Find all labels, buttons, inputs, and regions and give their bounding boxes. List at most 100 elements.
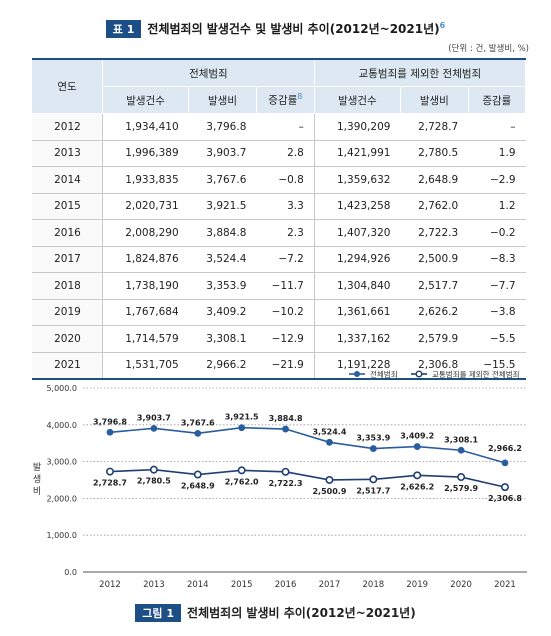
data-point xyxy=(193,470,202,479)
table-title: 전체범죄의 발생건수 및 발생비 추이(2012년~2021년) xyxy=(147,22,440,36)
table-cell: −5.5 xyxy=(468,325,526,353)
table-cell: 2,306.8 xyxy=(400,352,469,380)
row-year: 2017 xyxy=(32,246,103,273)
data-label: 3,409.2 xyxy=(400,432,434,441)
table-row: 2015 2,020,731 3,921.5 3.3 1,423,258 2,762.0 1… xyxy=(32,193,526,220)
table-cell: 2,500.9 xyxy=(400,246,469,273)
x-tick-label: 2015 xyxy=(231,580,253,590)
table-cell: 1,294,926 xyxy=(313,246,401,273)
data-point xyxy=(238,424,246,432)
data-point xyxy=(413,443,421,450)
table-cell: 2.8 xyxy=(256,140,315,167)
col-count-2: 발생건수 xyxy=(314,86,401,114)
x-tick-label: 2013 xyxy=(143,580,165,590)
y-tick-label: 4,000.0 xyxy=(46,421,77,430)
table-cell: 3,903.7 xyxy=(188,140,257,167)
unit-note: (단위 : 건, 발생비, %) xyxy=(448,44,529,54)
table-cell: – xyxy=(256,113,315,141)
data-point xyxy=(369,445,377,452)
table-cell: −7.2 xyxy=(256,246,315,273)
table-cell: −0.8 xyxy=(256,166,315,194)
data-label: 2,626.2 xyxy=(400,482,434,491)
row-year: 2012 xyxy=(32,113,103,141)
legend-marker xyxy=(354,371,360,377)
x-tick-label: 2019 xyxy=(406,580,428,590)
data-point xyxy=(500,483,509,492)
table-cell: 3,796.8 xyxy=(188,113,257,141)
y-axis-label-char: 비 xyxy=(33,486,41,497)
table-row: 2012 1,934,410 3,796.8–1,390,209 2,728.7– xyxy=(32,113,526,141)
y-tick-label: 0.0 xyxy=(64,568,77,577)
table-cell: 1,421,991 xyxy=(313,140,401,167)
table-row: 2021 1,531,705 2,966.2 −21.9 1,191,228 2,306.… xyxy=(32,352,526,380)
table-cell: −12.9 xyxy=(256,325,315,353)
table-cell: −3.8 xyxy=(468,299,526,326)
x-tick-label: 2012 xyxy=(99,580,121,590)
table-cell: 2,780.5 xyxy=(400,140,469,167)
data-label: 2,728.7 xyxy=(93,479,127,488)
table-cell: 1,191,228 xyxy=(313,352,401,380)
data-label: 3,796.8 xyxy=(93,417,127,426)
table-cell: 1.2 xyxy=(468,193,526,220)
col-year: 연도 xyxy=(32,58,103,114)
crime-table: 연도 전체범죄 교통범죄를 제외한 전체범죄 발생건수 발생비 증감률8 발생건… xyxy=(32,58,527,380)
table-cell: 1,390,209 xyxy=(313,113,401,141)
col-change-1: 증감률8 xyxy=(256,86,315,114)
data-point xyxy=(149,465,158,474)
table-cell: 1,934,410 xyxy=(101,113,189,141)
y-axis-label-char: 생 xyxy=(33,474,41,485)
table-cell: 2,579.9 xyxy=(400,325,469,353)
table-row: 2020 1,714,579 3,308.1 −12.9 1,337,162 2,579.… xyxy=(32,325,526,353)
rate-line-chart: 0.0 1,000.0 2,000.0 3,000.0 4,000.0 5,000.0 발생… xyxy=(33,369,527,590)
data-label: 3,524.4 xyxy=(312,427,346,436)
table-caption: 표 1 전체범죄의 발생건수 및 발생비 추이(2012년~2021년)6 xyxy=(0,20,551,38)
row-year: 2016 xyxy=(32,219,103,247)
data-point xyxy=(457,446,465,454)
figure-title: 전체범죄의 발생비 추이(2012년~2021년) xyxy=(187,606,416,620)
table-tag: 표 1 xyxy=(105,20,142,38)
y-tick-label: 5,000.0 xyxy=(46,384,77,393)
row-year: 2020 xyxy=(32,325,103,353)
y-axis-label-char: 발 xyxy=(33,462,41,473)
data-point xyxy=(106,467,115,476)
table-cell: −11.7 xyxy=(256,272,315,300)
x-tick-label: 2018 xyxy=(363,580,385,590)
table-row: 2014 1,933,835 3,767.6 −0.8 1,359,632 2,648.9… xyxy=(32,166,526,194)
data-point xyxy=(369,475,378,484)
table-row: 2017 1,824,876 3,524.4 −7.2 1,294,926 2,500.9… xyxy=(32,246,526,273)
table-cell: 3,524.4 xyxy=(188,246,257,273)
col-count-1: 발생건수 xyxy=(102,86,190,114)
series-line xyxy=(109,426,506,464)
row-year: 2021 xyxy=(32,352,103,380)
table-cell: −7.7 xyxy=(468,272,526,300)
figure-caption: 그림 1 전체범죄의 발생비 추이(2012년~2021년) xyxy=(0,604,551,622)
table-cell: 1,996,389 xyxy=(101,140,189,167)
data-point xyxy=(150,424,158,432)
table-cell: −21.9 xyxy=(256,352,315,380)
y-tick-label: 3,000.0 xyxy=(46,458,77,467)
data-label: 2,517.7 xyxy=(356,486,390,495)
table-cell: 3,767.6 xyxy=(188,166,257,194)
table-cell: 2,722.3 xyxy=(400,219,469,247)
group-excl-traffic: 교통범죄를 제외한 전체범죄 xyxy=(314,58,527,87)
data-label: 2,579.9 xyxy=(444,484,478,493)
data-point xyxy=(501,459,509,467)
data-label: 3,353.9 xyxy=(356,434,390,443)
data-point xyxy=(237,466,246,475)
data-label: 2,306.8 xyxy=(488,494,522,503)
table-cell: 1,304,840 xyxy=(313,272,401,300)
data-label: 3,921.5 xyxy=(225,413,259,422)
table-cell: 1,407,320 xyxy=(313,219,401,247)
col-rate-1: 발생비 xyxy=(188,86,257,114)
table-cell: 1,361,661 xyxy=(313,299,401,326)
row-year: 2019 xyxy=(32,299,103,326)
table-cell: −8.3 xyxy=(468,246,526,273)
x-tick-label: 2021 xyxy=(494,580,516,590)
table-cell: 2,728.7 xyxy=(400,113,469,141)
table-cell: 3,308.1 xyxy=(188,325,257,353)
table-cell: – xyxy=(468,113,526,141)
table-cell: 2,517.7 xyxy=(400,272,469,300)
table-cell: 1,767,684 xyxy=(101,299,189,326)
legend-label: 전체범죄 xyxy=(370,369,398,379)
data-label: 2,780.5 xyxy=(137,477,171,486)
